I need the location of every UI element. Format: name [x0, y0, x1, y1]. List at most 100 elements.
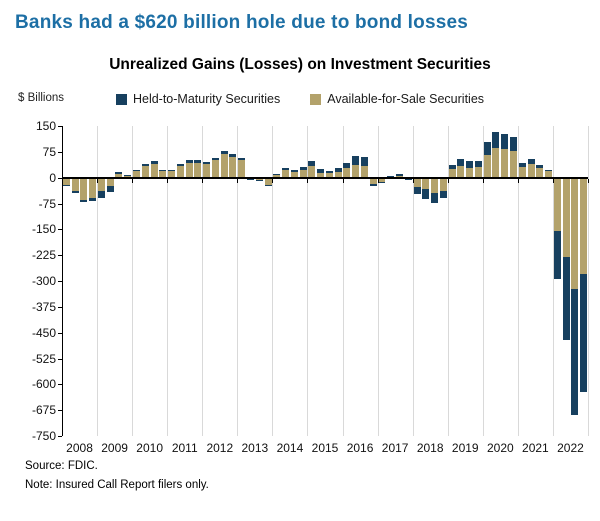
bar-segment-available-for-sale	[571, 177, 579, 289]
bar-segment-available-for-sale	[369, 177, 377, 184]
bar-segment-available-for-sale	[343, 168, 351, 178]
source-line: Source: FDIC.	[25, 460, 98, 472]
bar-segment-available-for-sale	[466, 168, 474, 178]
bar-segment-held-to-maturity	[282, 168, 290, 171]
x-axis-year-label: 2020	[486, 441, 514, 455]
y-tick-label: -750	[31, 429, 56, 443]
y-axis-tick	[58, 255, 62, 257]
bar-segment-held-to-maturity	[527, 159, 535, 165]
bar-segment-available-for-sale	[80, 177, 88, 201]
bar-segment-held-to-maturity	[378, 181, 386, 183]
bar-segment-held-to-maturity	[106, 186, 114, 193]
available-for-sale-swatch-icon	[310, 93, 322, 105]
bar-segment-held-to-maturity	[273, 174, 281, 175]
bar-segment-available-for-sale	[439, 177, 447, 191]
chart-title: Unrealized Gains (Losses) on Investment …	[109, 56, 491, 73]
bar-segment-held-to-maturity	[325, 170, 333, 173]
y-axis-unit-label: $ Billions	[18, 92, 65, 104]
y-axis-line	[62, 126, 63, 436]
bar-segment-available-for-sale	[229, 156, 237, 178]
y-tick-label: -675	[31, 403, 56, 418]
bar-segment-held-to-maturity	[133, 170, 140, 172]
bar-segment-available-for-sale	[527, 164, 535, 178]
bar-segment-available-for-sale	[352, 164, 360, 178]
x-axis-tick	[202, 178, 204, 183]
x-axis-year-label: 2016	[346, 441, 374, 455]
bar-segment-held-to-maturity	[387, 175, 395, 177]
y-axis-tick	[58, 410, 62, 412]
bar-segment-available-for-sale	[194, 162, 202, 178]
bar-segment-held-to-maturity	[220, 151, 228, 154]
bar-segment-held-to-maturity	[545, 170, 553, 172]
page-title: Banks had a $620 billion hole due to bon…	[15, 12, 469, 33]
legend-item-held-to-maturity: Held-to-Maturity Securities	[115, 92, 281, 106]
bar-segment-available-for-sale	[518, 166, 526, 178]
legend-item-available-for-sale: Available-for-Sale Securities	[310, 92, 484, 106]
bar-segment-held-to-maturity	[299, 166, 307, 171]
bar-segment-available-for-sale	[580, 177, 588, 275]
year-gridline	[588, 126, 589, 436]
bar-segment-held-to-maturity	[255, 179, 263, 181]
x-axis-year-label: 2009	[101, 441, 128, 455]
bar-segment-held-to-maturity	[334, 168, 342, 172]
y-tick-label: -525	[31, 351, 56, 366]
bar-segment-held-to-maturity	[448, 164, 456, 170]
year-gridline	[272, 126, 274, 436]
bar-segment-held-to-maturity	[203, 161, 211, 164]
year-gridline	[447, 126, 449, 436]
bar-segment-available-for-sale	[509, 150, 517, 178]
legend-label-held-to-maturity: Held-to-Maturity Securities	[132, 92, 281, 106]
bar-segment-held-to-maturity	[238, 157, 246, 161]
y-axis-tick	[58, 384, 62, 386]
bar-segment-held-to-maturity	[501, 134, 509, 150]
year-gridline	[97, 126, 99, 436]
bar-segment-held-to-maturity	[97, 190, 105, 198]
bar-segment-available-for-sale	[141, 166, 149, 178]
bar-segment-available-for-sale	[553, 177, 561, 231]
bar-segment-held-to-maturity	[264, 184, 272, 187]
bar-segment-held-to-maturity	[413, 186, 421, 194]
x-axis-year-label: 2013	[241, 441, 269, 455]
bar-segment-available-for-sale	[71, 177, 79, 192]
year-gridline	[552, 126, 554, 436]
x-axis-tick	[237, 178, 239, 183]
bar-segment-held-to-maturity	[422, 188, 430, 200]
x-axis-tick	[552, 178, 554, 183]
bar-segment-held-to-maturity	[571, 288, 579, 416]
x-axis-year-label: 2008	[66, 441, 93, 455]
y-tick-label: -225	[31, 248, 56, 263]
year-gridline	[202, 126, 204, 436]
bar-segment-held-to-maturity	[176, 164, 184, 166]
x-axis-year-label: 2015	[311, 441, 339, 455]
bar-segment-held-to-maturity	[457, 158, 465, 167]
year-gridline	[307, 126, 309, 436]
bar-segment-held-to-maturity	[211, 157, 219, 160]
y-tick-label: -150	[31, 222, 56, 237]
bar-segment-held-to-maturity	[343, 163, 351, 168]
y-tick-label: -375	[31, 299, 56, 314]
bar-segment-available-for-sale	[282, 170, 290, 178]
x-axis-tick	[482, 178, 484, 183]
x-axis-year-label: 2014	[276, 441, 304, 455]
bar-segment-available-for-sale	[562, 177, 570, 257]
year-gridline	[517, 126, 519, 436]
bar-segment-available-for-sale	[492, 148, 500, 178]
x-axis-tick	[307, 178, 309, 183]
bar-segment-held-to-maturity	[194, 160, 202, 163]
x-axis-tick	[342, 178, 344, 183]
x-axis-year-label: 2011	[171, 441, 198, 455]
y-tick-label: 75	[42, 144, 56, 159]
x-axis-year-label: 2010	[136, 441, 163, 455]
y-tick-label: 150	[35, 119, 56, 133]
bar-segment-held-to-maturity	[562, 256, 570, 340]
x-axis-tick	[517, 178, 519, 183]
bar-segment-available-for-sale	[168, 170, 176, 178]
x-axis-year-label: 2018	[416, 441, 444, 455]
bar-segment-available-for-sale	[308, 166, 316, 178]
bar-segment-available-for-sale	[317, 172, 325, 178]
bar-segment-held-to-maturity	[168, 169, 176, 171]
bar-segment-available-for-sale	[334, 171, 342, 178]
x-axis-year-label: 2022	[557, 441, 584, 455]
bar-segment-available-for-sale	[89, 177, 97, 198]
y-axis-tick	[58, 332, 62, 334]
